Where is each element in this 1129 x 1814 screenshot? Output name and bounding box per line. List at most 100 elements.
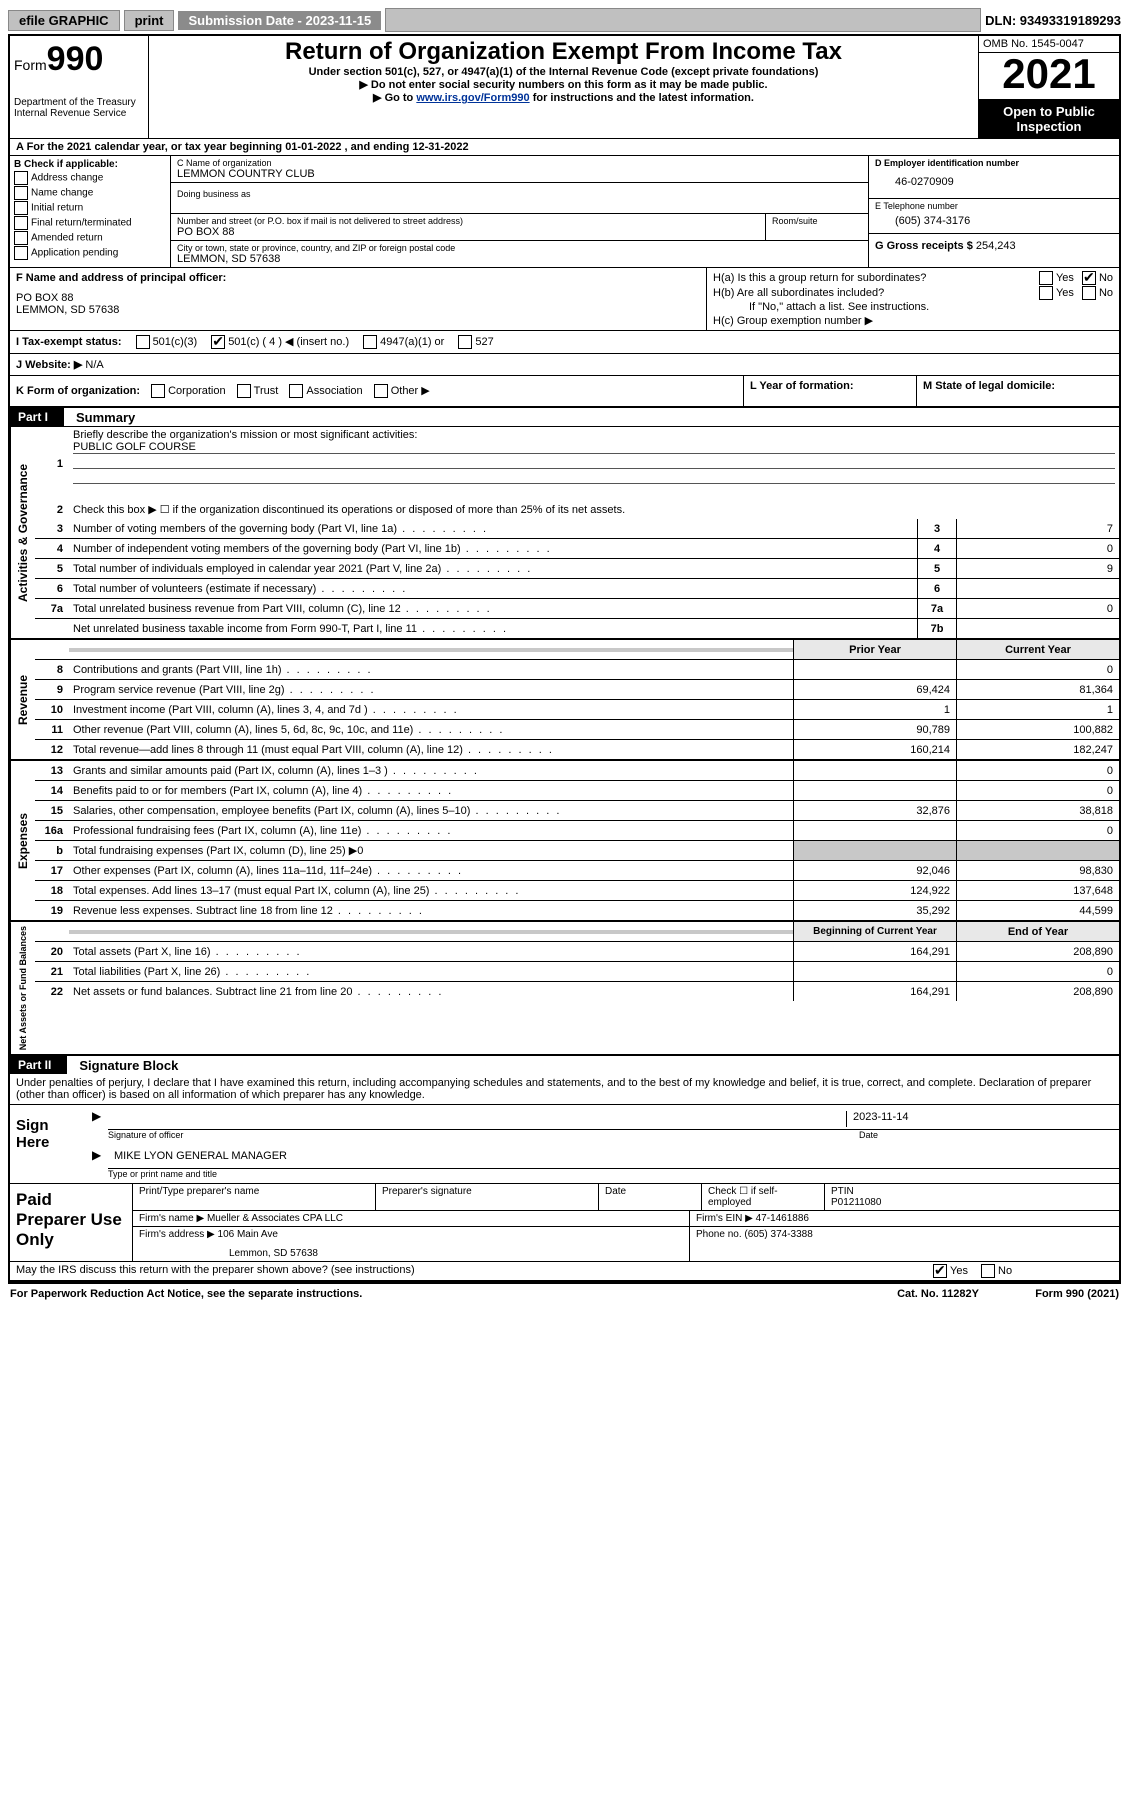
print-button[interactable]: print (124, 10, 175, 31)
cb-application-pending[interactable] (14, 246, 28, 260)
street-value: PO BOX 88 (177, 226, 759, 238)
table-row: 18Total expenses. Add lines 13–17 (must … (35, 880, 1119, 900)
cb-other[interactable] (374, 384, 388, 398)
top-toolbar: efile GRAPHIC print Submission Date - 20… (8, 8, 1121, 32)
name-label: C Name of organization (177, 158, 862, 168)
cb-trust[interactable] (237, 384, 251, 398)
line1-value: PUBLIC GOLF COURSE (73, 441, 196, 453)
form-number: Form990 (14, 40, 144, 79)
line3-val: 7 (956, 519, 1119, 538)
preparer-name-hdr: Print/Type preparer's name (133, 1184, 376, 1210)
line7a-val: 0 (956, 599, 1119, 618)
table-row: 15Salaries, other compensation, employee… (35, 800, 1119, 820)
firm-addr1: 106 Main Ave (218, 1229, 278, 1240)
cb-501c[interactable] (211, 335, 225, 349)
sig-date-label: Date (859, 1130, 1119, 1140)
firm-phone-label: Phone no. (696, 1229, 742, 1240)
current-year-hdr: Current Year (956, 640, 1119, 659)
dept-label: Department of the Treasury (14, 97, 144, 108)
cb-corp[interactable] (151, 384, 165, 398)
part1-header: Part I (10, 408, 64, 426)
cb-assoc[interactable] (289, 384, 303, 398)
org-name: LEMMON COUNTRY CLUB (177, 168, 862, 180)
part2-header: Part II (10, 1056, 67, 1074)
gross-value: 254,243 (976, 240, 1016, 252)
sign-date: 2023-11-14 (846, 1111, 1113, 1127)
cb-initial-return[interactable] (14, 201, 28, 215)
ha-yes[interactable] (1039, 271, 1053, 285)
table-row: 11Other revenue (Part VIII, column (A), … (35, 719, 1119, 739)
cb-501c3[interactable] (136, 335, 150, 349)
vlabel-governance: Activities & Governance (10, 427, 35, 638)
part1-title: Summary (76, 410, 135, 425)
cb-address-change[interactable] (14, 171, 28, 185)
efile-button[interactable]: efile GRAPHIC (8, 10, 120, 31)
ptin-value: P01211080 (831, 1197, 881, 1208)
dba-label: Doing business as (177, 189, 862, 199)
line7a: Total unrelated business revenue from Pa… (69, 601, 917, 617)
table-row: 14Benefits paid to or for members (Part … (35, 780, 1119, 800)
self-employed-check: Check ☐ if self-employed (702, 1184, 825, 1210)
officer-name: MIKE LYON GENERAL MANAGER (114, 1150, 287, 1166)
cb-amended-return[interactable] (14, 231, 28, 245)
form-note1: ▶ Do not enter social security numbers o… (153, 78, 974, 91)
cb-4947[interactable] (363, 335, 377, 349)
sign-here-label: Sign Here (10, 1105, 92, 1183)
form-version: Form 990 (2021) (979, 1288, 1119, 1300)
vlabel-net: Net Assets or Fund Balances (10, 922, 35, 1054)
line6-val (956, 579, 1119, 598)
discuss-no[interactable] (981, 1264, 995, 1278)
form990-link[interactable]: www.irs.gov/Form990 (416, 92, 529, 104)
ptin-label: PTIN (831, 1186, 854, 1197)
firm-ein: 47-1461886 (756, 1213, 809, 1224)
prior-year-hdr: Prior Year (793, 640, 956, 659)
line4-val: 0 (956, 539, 1119, 558)
table-row: 16aProfessional fundraising fees (Part I… (35, 820, 1119, 840)
preparer-date-hdr: Date (599, 1184, 702, 1210)
paperwork-notice: For Paperwork Reduction Act Notice, see … (10, 1288, 362, 1300)
end-year-hdr: End of Year (956, 922, 1119, 941)
toolbar-spacer (385, 8, 981, 32)
room-label: Room/suite (772, 216, 862, 226)
table-row: bTotal fundraising expenses (Part IX, co… (35, 840, 1119, 860)
table-row: 10Investment income (Part VIII, column (… (35, 699, 1119, 719)
hb-yes[interactable] (1039, 286, 1053, 300)
row-a-tax-year: A For the 2021 calendar year, or tax yea… (10, 138, 1119, 155)
preparer-sig-hdr: Preparer's signature (376, 1184, 599, 1210)
discuss-yes[interactable] (933, 1264, 947, 1278)
officer-line1: PO BOX 88 (16, 292, 700, 304)
submission-date: Submission Date - 2023-11-15 (178, 11, 381, 30)
hb-no[interactable] (1082, 286, 1096, 300)
street-label: Number and street (or P.O. box if mail i… (177, 216, 759, 226)
firm-addr-label: Firm's address ▶ (139, 1229, 215, 1240)
ein-label: D Employer identification number (875, 158, 1113, 168)
tax-year: 2021 (979, 53, 1119, 100)
cb-name-change[interactable] (14, 186, 28, 200)
hb-note: If "No," attach a list. See instructions… (713, 301, 1113, 313)
table-row: 17Other expenses (Part IX, column (A), l… (35, 860, 1119, 880)
table-row: 20Total assets (Part X, line 16)164,2912… (35, 941, 1119, 961)
year-formation: L Year of formation: (743, 376, 916, 406)
table-row: 22Net assets or fund balances. Subtract … (35, 981, 1119, 1001)
vlabel-revenue: Revenue (10, 640, 35, 759)
firm-name-label: Firm's name ▶ (139, 1213, 204, 1224)
cb-527[interactable] (458, 335, 472, 349)
line1-label: Briefly describe the organization's miss… (73, 429, 417, 441)
website-label: J Website: ▶ (16, 359, 82, 371)
table-row: 21Total liabilities (Part X, line 26)0 (35, 961, 1119, 981)
firm-name: Mueller & Associates CPA LLC (207, 1213, 343, 1224)
website-value: N/A (85, 359, 103, 371)
table-row: 12Total revenue—add lines 8 through 11 (… (35, 739, 1119, 759)
irs-label: Internal Revenue Service (14, 108, 144, 119)
firm-phone: (605) 374-3388 (744, 1229, 812, 1240)
ha-no[interactable] (1082, 271, 1096, 285)
open-public-badge: Open to Public Inspection (979, 100, 1119, 138)
cb-final-return[interactable] (14, 216, 28, 230)
line2: Check this box ▶ ☐ if the organization d… (69, 501, 1119, 518)
city-value: LEMMON, SD 57638 (177, 253, 862, 265)
line3: Number of voting members of the governin… (69, 521, 917, 537)
firm-ein-label: Firm's EIN ▶ (696, 1213, 753, 1224)
line4: Number of independent voting members of … (69, 541, 917, 557)
col-b-checkboxes: B Check if applicable: Address change Na… (10, 156, 171, 267)
form-note2: ▶ Go to www.irs.gov/Form990 for instruct… (153, 91, 974, 104)
